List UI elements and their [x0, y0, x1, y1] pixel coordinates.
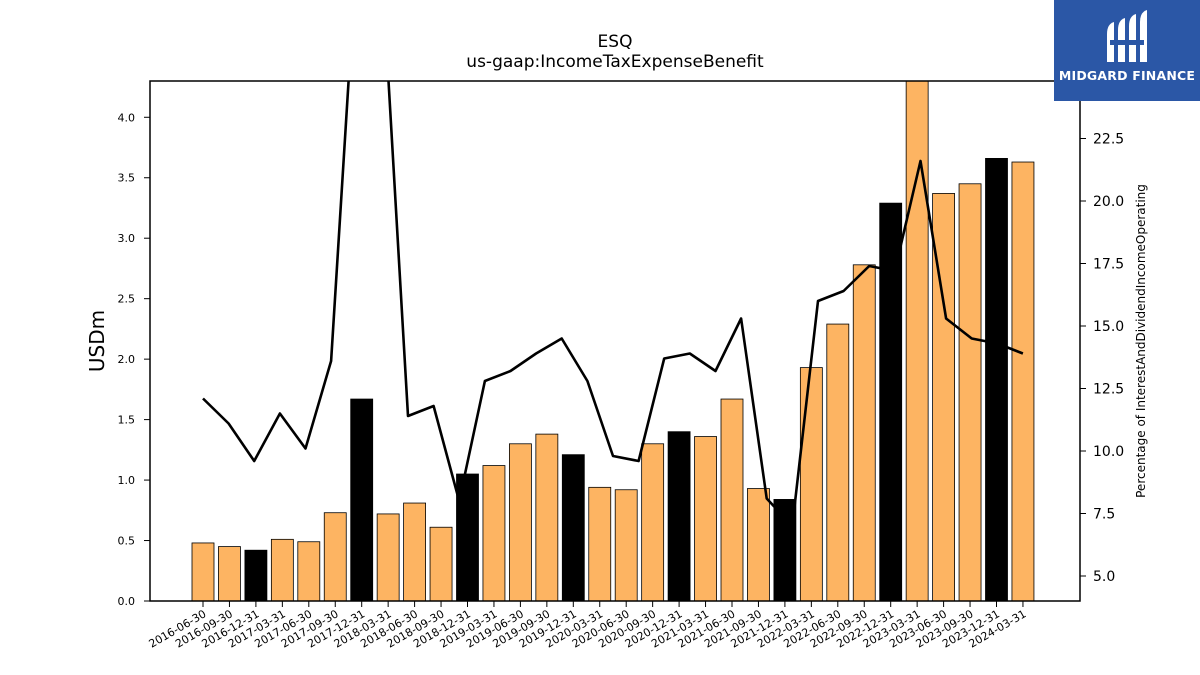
- bar: [905, 81, 929, 601]
- y2-tick-label: 7.5: [1093, 507, 1115, 523]
- y-tick-label: 2.5: [118, 293, 136, 306]
- bar: [376, 513, 400, 601]
- y2-tick-label: 12.5: [1093, 382, 1124, 398]
- y-tick-label: 3.5: [118, 172, 136, 185]
- chart-title: ESQ: [597, 32, 633, 52]
- line-series: [202, 81, 1024, 528]
- percentage-line: [202, 81, 1024, 528]
- bar: [270, 538, 294, 601]
- y2-tick-label: 10.0: [1093, 444, 1124, 460]
- bar: [641, 443, 665, 601]
- bar: [508, 443, 532, 601]
- bar: [747, 488, 770, 601]
- y2-tick-label: 20.0: [1093, 194, 1124, 210]
- bar: [799, 367, 823, 601]
- bar: [244, 549, 268, 601]
- bar: [694, 436, 717, 601]
- bar: [218, 546, 241, 601]
- bar: [932, 193, 955, 601]
- bar: [667, 431, 691, 601]
- y2-tick-label: 22.5: [1093, 132, 1124, 148]
- bar: [614, 489, 638, 601]
- bar: [350, 398, 374, 601]
- bar: [482, 465, 506, 601]
- bar: [429, 526, 453, 601]
- y-tick-label: 4.0: [118, 111, 136, 124]
- y-tick-label: 2.0: [118, 353, 136, 366]
- bar: [852, 264, 876, 601]
- bar: [191, 542, 215, 601]
- bar: [879, 202, 903, 601]
- y-tick-label: 0.5: [118, 535, 136, 548]
- bar: [826, 323, 850, 601]
- y2-tick-label: 17.5: [1093, 257, 1124, 273]
- bar: [403, 502, 427, 601]
- y-tick-label: 1.0: [118, 474, 136, 487]
- chart-subtitle: us-gaap:IncomeTaxExpenseBenefit: [466, 52, 764, 72]
- bar: [535, 433, 559, 601]
- y-tick-label: 3.0: [118, 232, 136, 245]
- bar: [985, 157, 1008, 601]
- midgard-logo-icon: [1107, 10, 1147, 62]
- bar: [1011, 161, 1035, 601]
- bar: [323, 512, 347, 601]
- y2-axis-label: Percentage of InterestAndDividendIncomeO…: [1134, 184, 1148, 498]
- plot-frame: [149, 80, 1081, 602]
- bar: [958, 183, 982, 601]
- bar: [297, 541, 321, 601]
- y2-tick-label: 5.0: [1093, 569, 1115, 585]
- bar: [720, 398, 744, 601]
- bar-series: [191, 81, 1035, 601]
- y-tick-label: 1.5: [118, 414, 136, 427]
- bar: [588, 486, 612, 601]
- y-tick-label: 0.0: [118, 595, 136, 608]
- logo: MIDGARD FINANCE: [1054, 0, 1200, 101]
- bar: [456, 473, 479, 601]
- y-axis-label: USDm: [85, 310, 109, 372]
- x-axis: 2016-06-302016-09-302016-12-312017-03-31…: [147, 601, 1028, 651]
- y-axis-right: 5.0 7.5 10.0 12.5 15.0 17.5 20.0 22.5: [1080, 132, 1124, 585]
- bar: [561, 454, 585, 601]
- logo-text: MIDGARD FINANCE: [1058, 68, 1196, 83]
- y2-tick-label: 15.0: [1093, 319, 1124, 335]
- y-axis-left: 0.0 0.5 1.0 1.5 2.0 2.5 3.0 3.5 4.0: [118, 111, 150, 608]
